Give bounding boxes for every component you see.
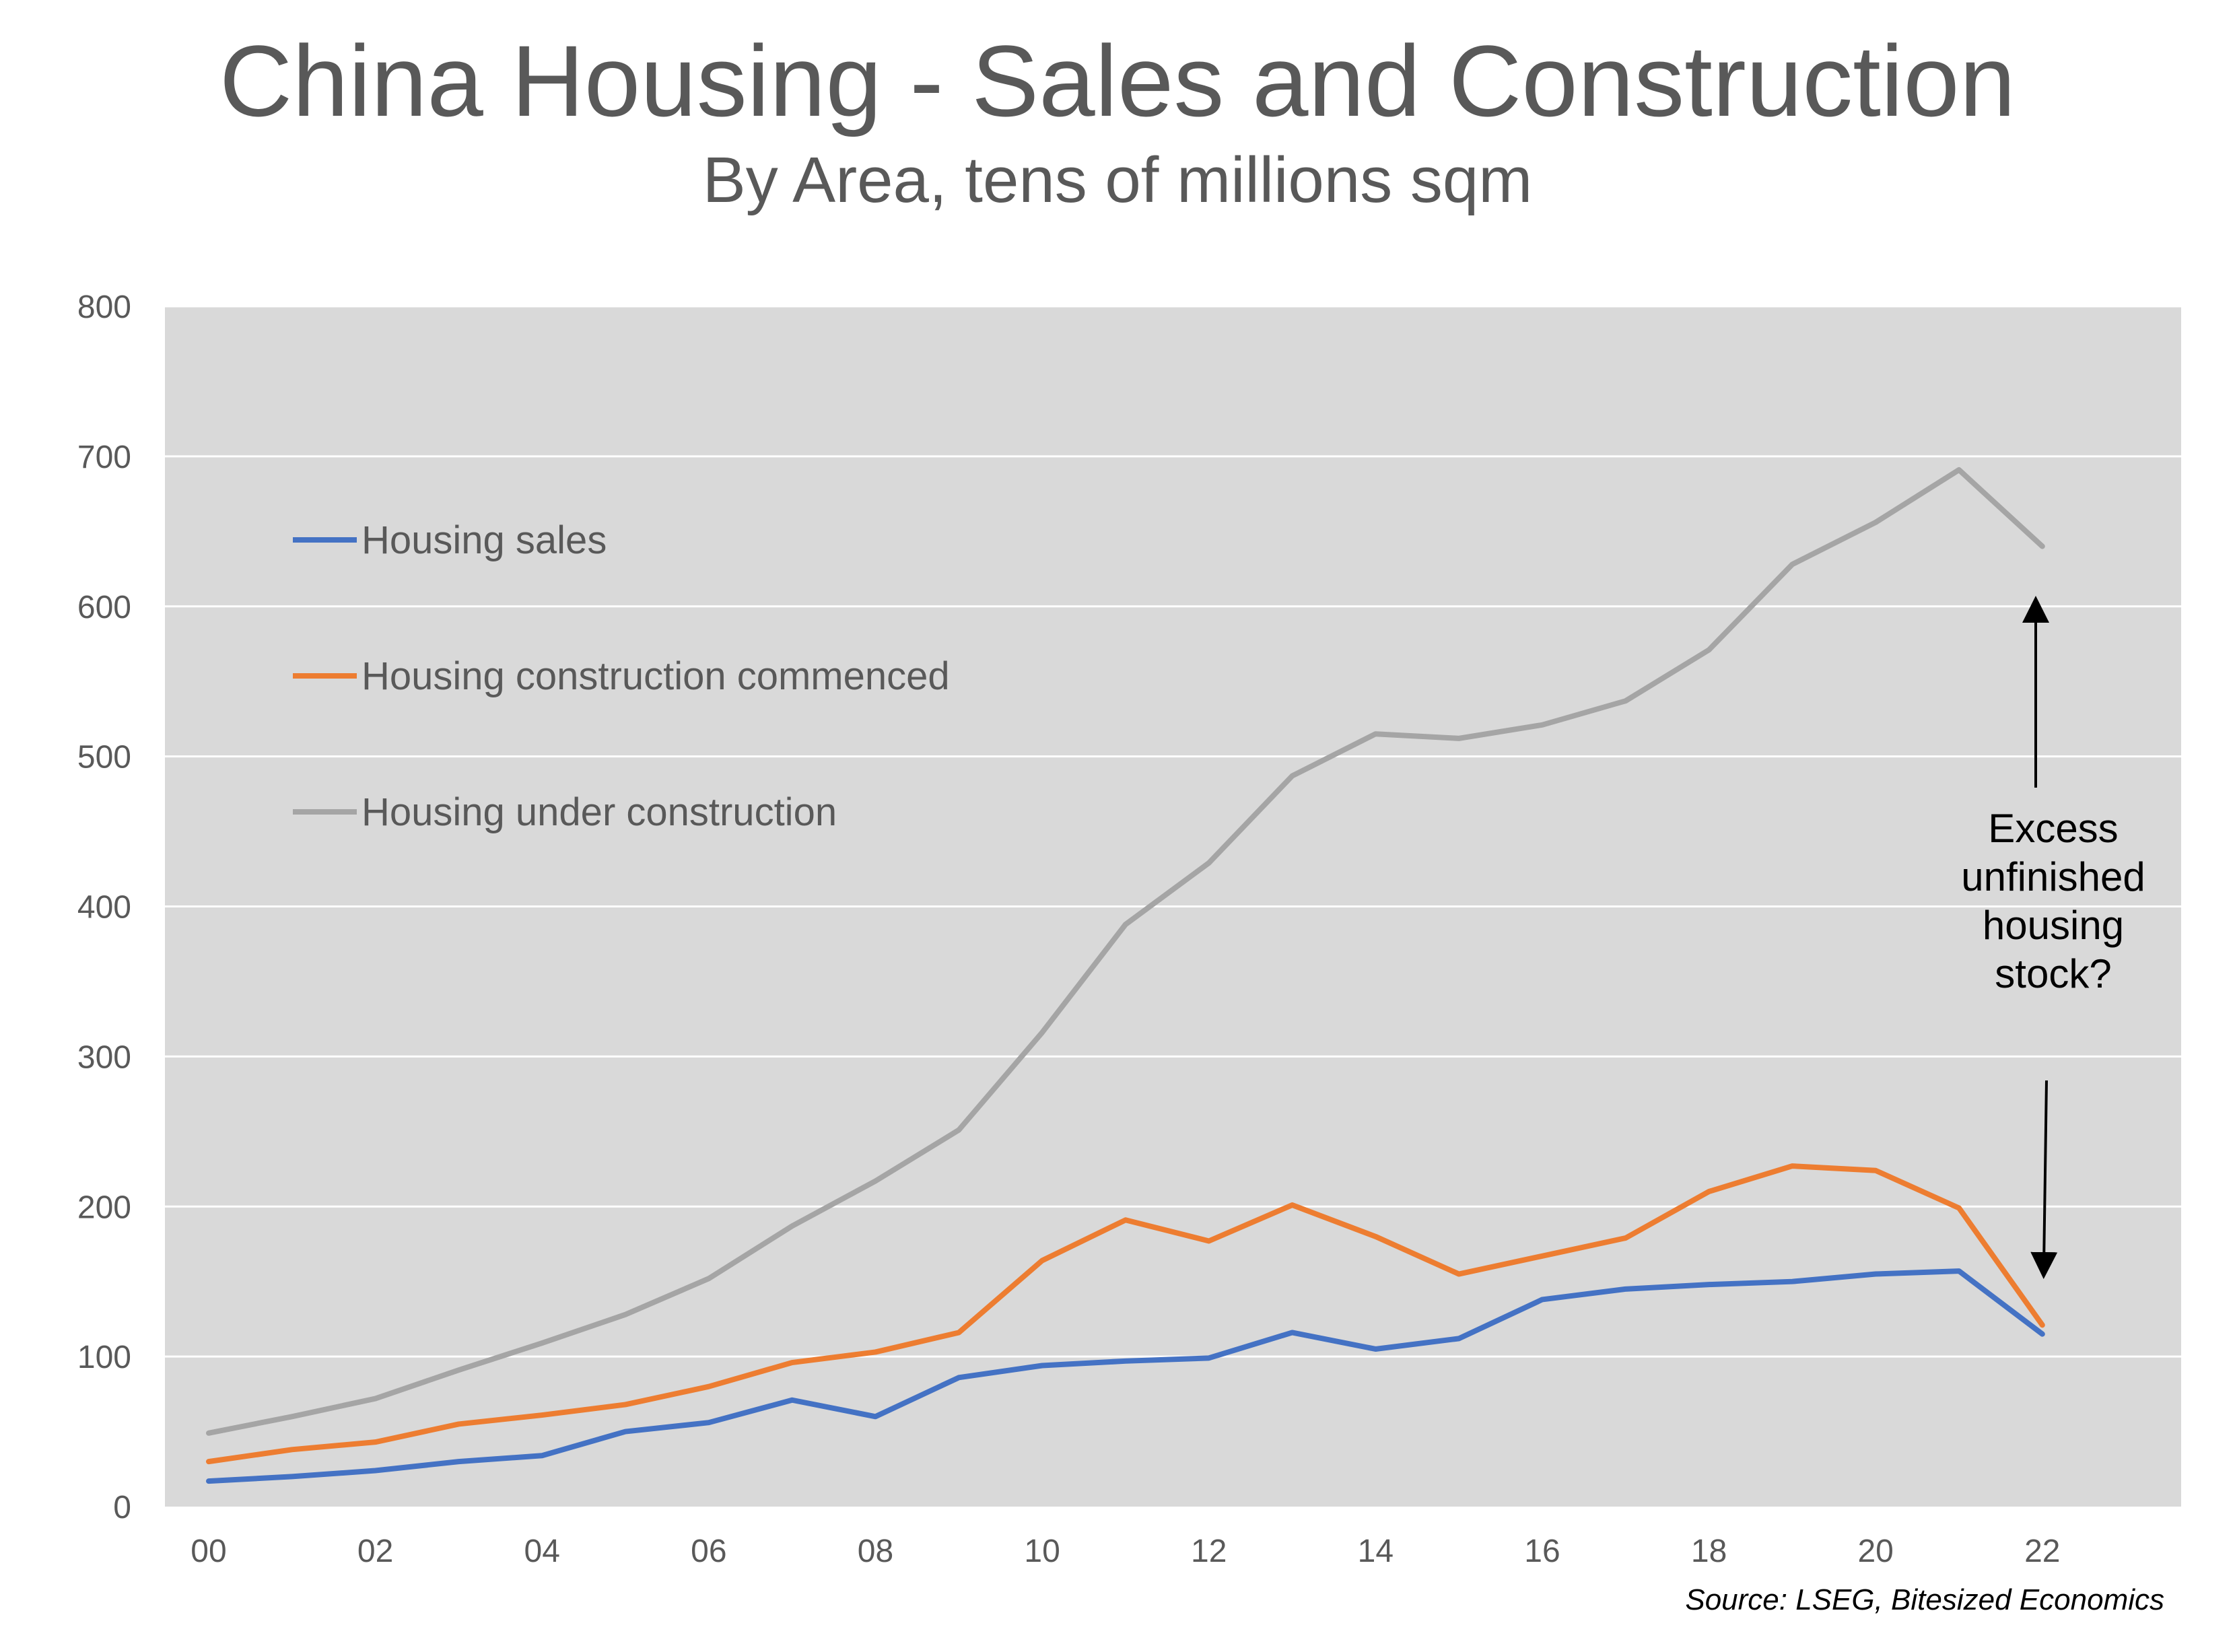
x-axis-ticks: 00 02 04 06 08 10 12 14 16 18 20 22 bbox=[191, 1534, 2060, 1569]
y-tick-label: 800 bbox=[77, 289, 131, 325]
legend: Housing sales Housing construction commen… bbox=[293, 518, 950, 834]
x-tick-label: 18 bbox=[1691, 1534, 1727, 1569]
y-tick-label: 300 bbox=[77, 1039, 131, 1075]
series-line-housing-sales bbox=[206, 1268, 2045, 1484]
annotation-arrows bbox=[2022, 596, 2058, 1279]
y-tick-label: 400 bbox=[77, 890, 131, 926]
series-line-housing-construction-commenced bbox=[206, 1163, 2045, 1465]
annotation-line-1: Excess bbox=[1988, 806, 2119, 851]
series-lines bbox=[206, 467, 2045, 1484]
y-tick-label: 200 bbox=[77, 1190, 131, 1225]
y-axis-ticks: 0 100 200 300 400 500 600 700 800 bbox=[77, 289, 131, 1525]
x-tick-label: 14 bbox=[1358, 1534, 1394, 1569]
x-tick-label: 10 bbox=[1024, 1534, 1060, 1569]
y-tick-label: 0 bbox=[113, 1490, 131, 1525]
legend-label: Housing sales bbox=[362, 518, 607, 562]
y-tick-label: 100 bbox=[77, 1340, 131, 1375]
annotation-line-4: stock? bbox=[1995, 951, 2112, 996]
x-tick-label: 06 bbox=[691, 1534, 726, 1569]
y-tick-label: 700 bbox=[77, 440, 131, 475]
x-tick-label: 16 bbox=[1524, 1534, 1560, 1569]
legend-label: Housing under construction bbox=[362, 790, 837, 834]
annotation-line-3: housing bbox=[1982, 903, 2125, 948]
legend-label: Housing construction commenced bbox=[362, 654, 950, 698]
series-line-housing-under-construction bbox=[206, 467, 2045, 1436]
y-tick-label: 500 bbox=[77, 740, 131, 776]
gridlines bbox=[165, 305, 2181, 1358]
x-tick-label: 12 bbox=[1191, 1534, 1227, 1569]
arrow-down bbox=[2030, 1080, 2058, 1279]
x-tick-label: 00 bbox=[191, 1534, 226, 1569]
x-tick-label: 02 bbox=[357, 1534, 393, 1569]
source-note: Source: LSEG, Bitesized Economics bbox=[1685, 1583, 2164, 1616]
x-tick-label: 22 bbox=[2024, 1534, 2060, 1569]
y-tick-label: 600 bbox=[77, 590, 131, 625]
chart-subtitle: By Area, tens of millions sqm bbox=[702, 144, 1533, 216]
annotation-line-2: unfinished bbox=[1961, 854, 2145, 899]
chart-title: China Housing - Sales and Construction bbox=[219, 24, 2016, 137]
annotation-text: Excess unfinished housing stock? bbox=[1878, 804, 2228, 998]
x-tick-label: 08 bbox=[858, 1534, 893, 1569]
x-tick-label: 04 bbox=[524, 1534, 560, 1569]
x-tick-label: 20 bbox=[1857, 1534, 1893, 1569]
